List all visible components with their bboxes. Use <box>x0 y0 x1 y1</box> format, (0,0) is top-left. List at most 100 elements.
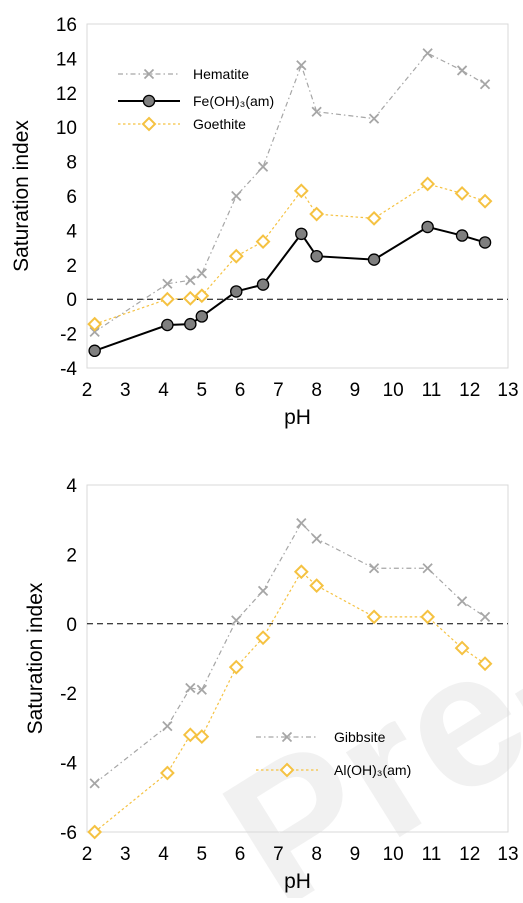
marker-circle <box>421 220 434 234</box>
marker-x <box>196 684 207 695</box>
marker-x <box>368 563 380 574</box>
x-tick-label: 11 <box>422 380 442 401</box>
x-tick-label: 13 <box>497 380 518 401</box>
marker-diamond <box>279 762 295 778</box>
y-tick-label: 4 <box>66 221 77 242</box>
series-Goethite <box>87 176 493 332</box>
legend-label: Fe(OH)₃(am) <box>193 93 274 109</box>
series-line <box>94 225 486 352</box>
x-tick-label: 9 <box>350 844 361 865</box>
marker-diamond <box>141 116 157 132</box>
marker-diamond <box>194 729 210 744</box>
marker-circle <box>230 285 243 298</box>
marker-x <box>257 585 269 596</box>
legend-label: Goethite <box>193 116 246 132</box>
marker-circle <box>161 318 174 332</box>
marker-x <box>479 79 491 90</box>
marker-circle <box>367 253 381 266</box>
y-tick-label: -6 <box>60 823 77 844</box>
marker-x <box>185 682 196 694</box>
y-tick-label: 0 <box>66 290 77 311</box>
marker-diamond <box>255 234 271 249</box>
series-Gibbsite <box>89 518 491 789</box>
marker-diamond <box>228 248 244 264</box>
marker-diamond <box>182 290 198 306</box>
marker-diamond <box>454 640 470 656</box>
x-tick-label: 7 <box>273 380 284 401</box>
legend-entry: Goethite <box>118 116 246 132</box>
marker-x <box>257 161 269 172</box>
series-Fe(OH)₃(am) <box>88 220 492 358</box>
x-tick-label: 8 <box>311 844 322 865</box>
marker-circle <box>184 317 197 331</box>
x-tick-label: 5 <box>197 380 208 401</box>
x-tick-label: 3 <box>120 844 131 865</box>
chart-top: 2 3 4 5 6 7 8 9 10 11 12 13 -4 -2 0 2 4 6 8 10 12 14 16 pH Satur… <box>10 15 519 429</box>
y-tick-label: 0 <box>66 615 77 636</box>
marker-x <box>479 611 491 622</box>
series-line <box>94 570 486 833</box>
marker-x <box>296 518 307 529</box>
marker-x <box>422 48 433 59</box>
marker-x <box>311 533 322 544</box>
marker-diamond <box>255 630 271 646</box>
x-tick-label: 10 <box>383 380 404 401</box>
marker-x <box>196 268 207 279</box>
y-axis-label: Saturation index <box>10 120 33 272</box>
y-tick-label: -2 <box>60 325 77 346</box>
y-tick-label: 8 <box>66 153 77 174</box>
marker-diamond <box>477 193 493 209</box>
marker-diamond <box>182 727 198 743</box>
x-tick-label: 6 <box>235 844 246 865</box>
marker-diamond <box>454 186 470 201</box>
y-tick-label: 2 <box>66 256 77 277</box>
x-tick-label: 12 <box>459 380 480 401</box>
marker-circle <box>455 229 469 242</box>
marker-diamond <box>420 609 436 625</box>
marker-x <box>162 721 173 732</box>
marker-diamond <box>420 176 436 192</box>
y-tick-label: 14 <box>56 49 78 70</box>
marker-diamond <box>309 206 325 222</box>
marker-x <box>311 106 322 117</box>
y-tick-label: 10 <box>56 118 77 139</box>
legend-label: Hematite <box>193 66 249 82</box>
marker-x <box>368 113 380 124</box>
legend-entry: Al(OH)₃(am) <box>256 762 411 778</box>
marker-x <box>185 275 196 286</box>
x-tick-label: 5 <box>197 844 208 865</box>
x-tick-label: 11 <box>422 844 442 865</box>
marker-x <box>456 596 468 607</box>
legend-entry: Gibbsite <box>256 729 386 745</box>
x-tick-label: 9 <box>350 380 361 401</box>
marker-x <box>162 278 173 289</box>
x-tick-label: 12 <box>459 844 480 865</box>
marker-x <box>296 60 307 71</box>
marker-diamond <box>194 288 210 304</box>
x-tick-label: 3 <box>120 380 131 401</box>
x-tick-label: 8 <box>311 380 322 401</box>
marker-diamond <box>159 291 175 307</box>
x-tick-label: 13 <box>497 844 518 865</box>
y-tick-label: -4 <box>60 754 77 775</box>
y-axis-label: Saturation index <box>24 582 47 734</box>
marker-circle <box>256 278 270 291</box>
series-Hematite <box>89 48 491 338</box>
marker-diamond <box>293 183 309 199</box>
marker-diamond <box>477 656 493 672</box>
y-tick-label: -4 <box>60 359 77 380</box>
legend-label: Gibbsite <box>334 729 386 745</box>
series-Al(OH)₃(am) <box>87 564 493 840</box>
x-tick-label: 2 <box>82 844 93 865</box>
marker-circle <box>310 249 323 263</box>
x-axis-label: pH <box>284 406 311 429</box>
series-line <box>94 522 486 784</box>
marker-diamond <box>293 564 309 580</box>
marker-x <box>89 778 100 789</box>
y-tick-label: 16 <box>56 15 77 36</box>
marker-circle <box>295 227 308 241</box>
marker-diamond <box>228 659 244 675</box>
marker-x <box>231 190 242 202</box>
legend-entry: Fe(OH)₃(am) <box>118 93 274 109</box>
